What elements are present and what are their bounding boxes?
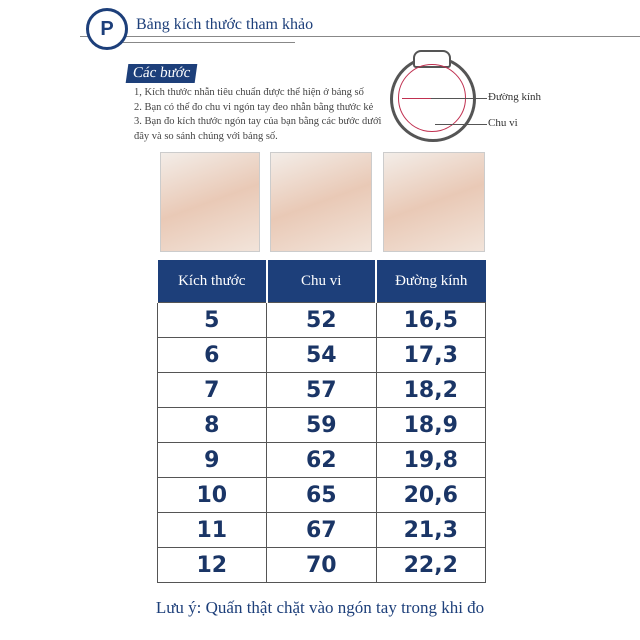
- table-cell: 10: [156, 477, 267, 513]
- table-row: 7 57 18,2: [156, 372, 486, 408]
- table-cell: 17,3: [375, 337, 486, 373]
- table-cell: 65: [266, 477, 377, 513]
- table-row: 9 62 19,8: [156, 442, 486, 478]
- table-row: 8 59 18,9: [156, 407, 486, 443]
- table-cell: 19,8: [375, 442, 486, 478]
- table-cell: 59: [266, 407, 377, 443]
- table-cell: 6: [156, 337, 267, 373]
- table-cell: 20,6: [375, 477, 486, 513]
- logo-letter: P: [100, 17, 114, 40]
- table-cell: 5: [156, 302, 267, 338]
- diameter-label: Đường kính: [488, 91, 542, 103]
- page-title: Bảng kích thước tham khảo: [136, 16, 314, 33]
- step-item: 2. Bạn có thể đo chu vi ngón tay đeo nhẫ…: [134, 101, 374, 113]
- table-row: 12 70 22,2: [156, 547, 486, 583]
- table-row: 5 52 16,5: [156, 302, 486, 338]
- table-cell: 18,2: [375, 372, 486, 408]
- table-row: 11 67 21,3: [156, 512, 486, 548]
- photo-wrap-finger: [160, 152, 260, 252]
- steps-label: Các bước: [125, 64, 198, 83]
- table-cell: 70: [266, 547, 377, 583]
- table-row: 6 54 17,3: [156, 337, 486, 373]
- step-item: 3. Bạn đo kích thước ngón tay của bạn bằ…: [134, 116, 382, 142]
- column-header: Chu vi: [265, 260, 376, 303]
- step-item: 1, Kích thước nhẫn tiêu chuẩn được thể h…: [134, 87, 364, 98]
- table-cell: 21,3: [375, 512, 486, 548]
- photo-measure-ruler: [383, 152, 485, 252]
- photo-mark-paper: [270, 152, 372, 252]
- table-cell: 16,5: [375, 302, 486, 338]
- leader-line: [435, 124, 487, 125]
- size-table: Kích thước Chu vi Đường kính 5 52 16,5 6 54 1…: [156, 260, 486, 583]
- column-header: Đường kính: [375, 260, 486, 303]
- table-cell: 7: [156, 372, 267, 408]
- table-cell: 11: [156, 512, 267, 548]
- table-cell: 62: [266, 442, 377, 478]
- table-cell: 57: [266, 372, 377, 408]
- table-cell: 54: [266, 337, 377, 373]
- column-header: Kích thước: [156, 260, 267, 303]
- header-divider: [80, 36, 640, 37]
- table-cell: 8: [156, 407, 267, 443]
- table-cell: 9: [156, 442, 267, 478]
- table-cell: 12: [156, 547, 267, 583]
- header-divider: [115, 42, 295, 43]
- leader-line: [431, 98, 487, 99]
- table-cell: 67: [266, 512, 377, 548]
- table-row: 10 65 20,6: [156, 477, 486, 513]
- note: Lưu ý: Quấn thật chặt vào ngón tay trong…: [155, 598, 485, 617]
- steps-list: 1, Kích thước nhẫn tiêu chuẩn được thể h…: [134, 86, 384, 144]
- table-cell: 52: [266, 302, 377, 338]
- circumference-label: Chu vi: [488, 117, 518, 129]
- logo: P: [86, 8, 128, 50]
- table-cell: 22,2: [375, 547, 486, 583]
- table-header-row: Kích thước Chu vi Đường kính: [156, 260, 486, 303]
- table-cell: 18,9: [375, 407, 486, 443]
